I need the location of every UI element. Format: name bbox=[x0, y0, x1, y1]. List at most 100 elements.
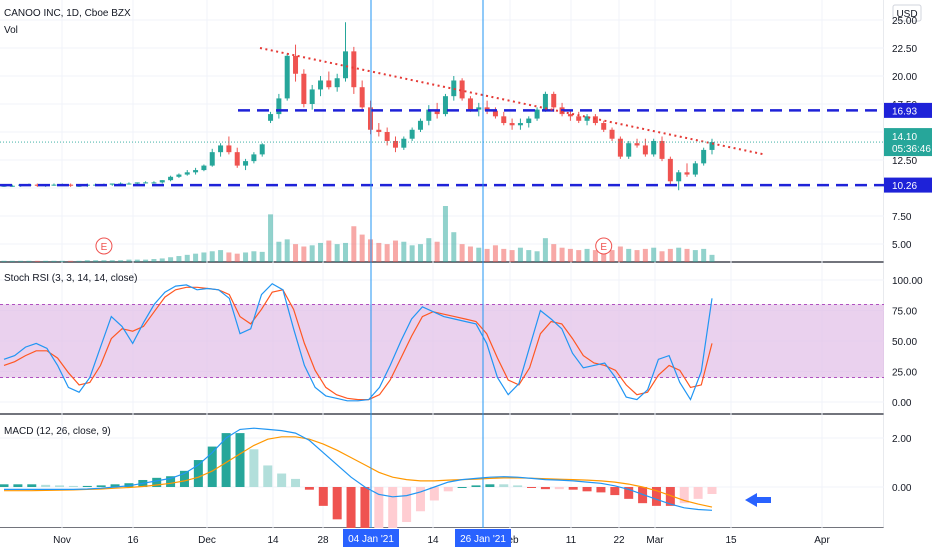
volume-bar bbox=[576, 250, 582, 262]
macd-tick: 2.00 bbox=[892, 434, 912, 445]
candle-body bbox=[226, 145, 232, 153]
stoch-title[interactable]: Stoch RSI (3, 3, 14, 14, close) bbox=[4, 273, 137, 284]
candle-body bbox=[359, 87, 365, 108]
candle-body bbox=[692, 163, 698, 175]
candle-body bbox=[584, 116, 590, 121]
candle-body bbox=[701, 149, 707, 164]
macd-histogram-bar bbox=[249, 449, 259, 487]
last-price-tag bbox=[884, 128, 932, 157]
candle-body bbox=[426, 109, 432, 121]
time-tick: Nov bbox=[53, 535, 71, 546]
candle-body bbox=[126, 183, 132, 185]
earnings-label: E bbox=[101, 242, 108, 253]
candle-body bbox=[434, 109, 440, 115]
macd-histogram-bar bbox=[651, 487, 661, 506]
currency-badge[interactable] bbox=[892, 4, 922, 22]
candle-body bbox=[68, 184, 74, 186]
last-price-countdown: 05:36:46 bbox=[892, 144, 931, 155]
candle-body bbox=[451, 80, 457, 97]
macd-histogram-bar bbox=[443, 487, 453, 492]
volume-bar bbox=[367, 239, 373, 262]
price-tick: 22.50 bbox=[892, 44, 917, 55]
candle-body bbox=[467, 98, 473, 110]
volume-bar bbox=[459, 244, 465, 262]
candle-body bbox=[367, 107, 373, 130]
candle-body bbox=[634, 143, 640, 146]
candle-body bbox=[601, 123, 607, 130]
volume-bar bbox=[692, 250, 698, 262]
volume-bar bbox=[651, 247, 657, 262]
candle-body bbox=[617, 138, 623, 157]
macd-histogram-bar bbox=[82, 485, 92, 487]
candle-body bbox=[476, 107, 482, 110]
macd-histogram-bar bbox=[193, 460, 203, 487]
macd-histogram-bar bbox=[221, 433, 231, 487]
trendline[interactable] bbox=[259, 47, 765, 156]
candle-body bbox=[151, 182, 157, 184]
macd-histogram-bar bbox=[610, 487, 620, 496]
volume-bar bbox=[667, 248, 673, 262]
volume-bar bbox=[201, 252, 207, 262]
volume-bar bbox=[517, 247, 523, 262]
volume-bar bbox=[184, 254, 190, 262]
macd-histogram-bar bbox=[41, 484, 51, 487]
candle-body bbox=[268, 114, 274, 121]
macd-histogram-bar bbox=[277, 473, 287, 487]
volume-bar bbox=[209, 251, 215, 262]
time-axis[interactable]: Nov16Dec142814Feb1122Mar15Apr04 Jan '212… bbox=[0, 528, 932, 550]
earnings-icon bbox=[95, 237, 113, 255]
volume-bar bbox=[684, 248, 690, 262]
candle-body bbox=[384, 132, 390, 141]
macd-histogram-bar bbox=[429, 487, 439, 501]
macd-histogram-bar bbox=[124, 483, 134, 487]
volume-bar bbox=[343, 242, 349, 262]
volume-bar bbox=[318, 242, 324, 262]
price-tick: 20.00 bbox=[892, 72, 917, 83]
stoch-pane: Stoch RSI (3, 3, 14, 14, close) bbox=[0, 273, 884, 402]
candle-body bbox=[517, 123, 523, 126]
last-price-text: 14.10 bbox=[892, 132, 917, 143]
volume-bar bbox=[293, 244, 299, 262]
macd-title[interactable]: MACD (12, 26, close, 9) bbox=[4, 426, 111, 437]
candle-body bbox=[251, 154, 257, 162]
price-axis[interactable]: USD25.0022.5020.0017.5015.0012.5010.007.… bbox=[884, 0, 932, 528]
volume-bar bbox=[709, 254, 715, 262]
volume-bar bbox=[351, 226, 357, 262]
candle-body bbox=[318, 80, 324, 90]
volume-bar bbox=[592, 250, 598, 262]
candle-body bbox=[534, 109, 540, 119]
macd-histogram-bar bbox=[665, 487, 675, 506]
stoch-tick: 100.00 bbox=[892, 276, 923, 287]
macd-histogram-bar bbox=[679, 487, 689, 504]
volume-bar bbox=[426, 238, 432, 262]
macd-histogram-bar bbox=[55, 485, 65, 487]
volume-bar bbox=[309, 245, 315, 262]
time-tick: Apr bbox=[814, 535, 830, 546]
resistance-price-text: 16.93 bbox=[892, 106, 917, 117]
volume-bar bbox=[601, 251, 607, 262]
volume-bar bbox=[442, 206, 448, 262]
volume-bar bbox=[276, 241, 282, 262]
candle-body bbox=[392, 140, 398, 148]
candle-body bbox=[201, 165, 207, 171]
macd-line bbox=[4, 427, 713, 511]
resistance-price-tag bbox=[884, 102, 932, 118]
candle-body bbox=[492, 110, 498, 117]
candle-body bbox=[551, 93, 557, 108]
volume-bar bbox=[218, 250, 224, 262]
earnings-label: E bbox=[600, 242, 607, 253]
price-tick: 7.50 bbox=[892, 212, 912, 223]
volume-bar bbox=[409, 245, 415, 262]
candle-body bbox=[293, 55, 299, 74]
macd-tick: 0.00 bbox=[892, 483, 912, 494]
volume-bar bbox=[134, 259, 140, 262]
candle-body bbox=[676, 172, 682, 182]
candle-body bbox=[501, 116, 507, 124]
volume-bar bbox=[34, 260, 40, 262]
candle-body bbox=[484, 107, 490, 111]
volume-bar bbox=[659, 251, 665, 262]
symbol-title[interactable]: CANOO INC, 1D, Cboe BZX bbox=[4, 8, 131, 19]
macd-histogram-bar bbox=[263, 465, 273, 487]
volume-bar bbox=[84, 260, 90, 262]
